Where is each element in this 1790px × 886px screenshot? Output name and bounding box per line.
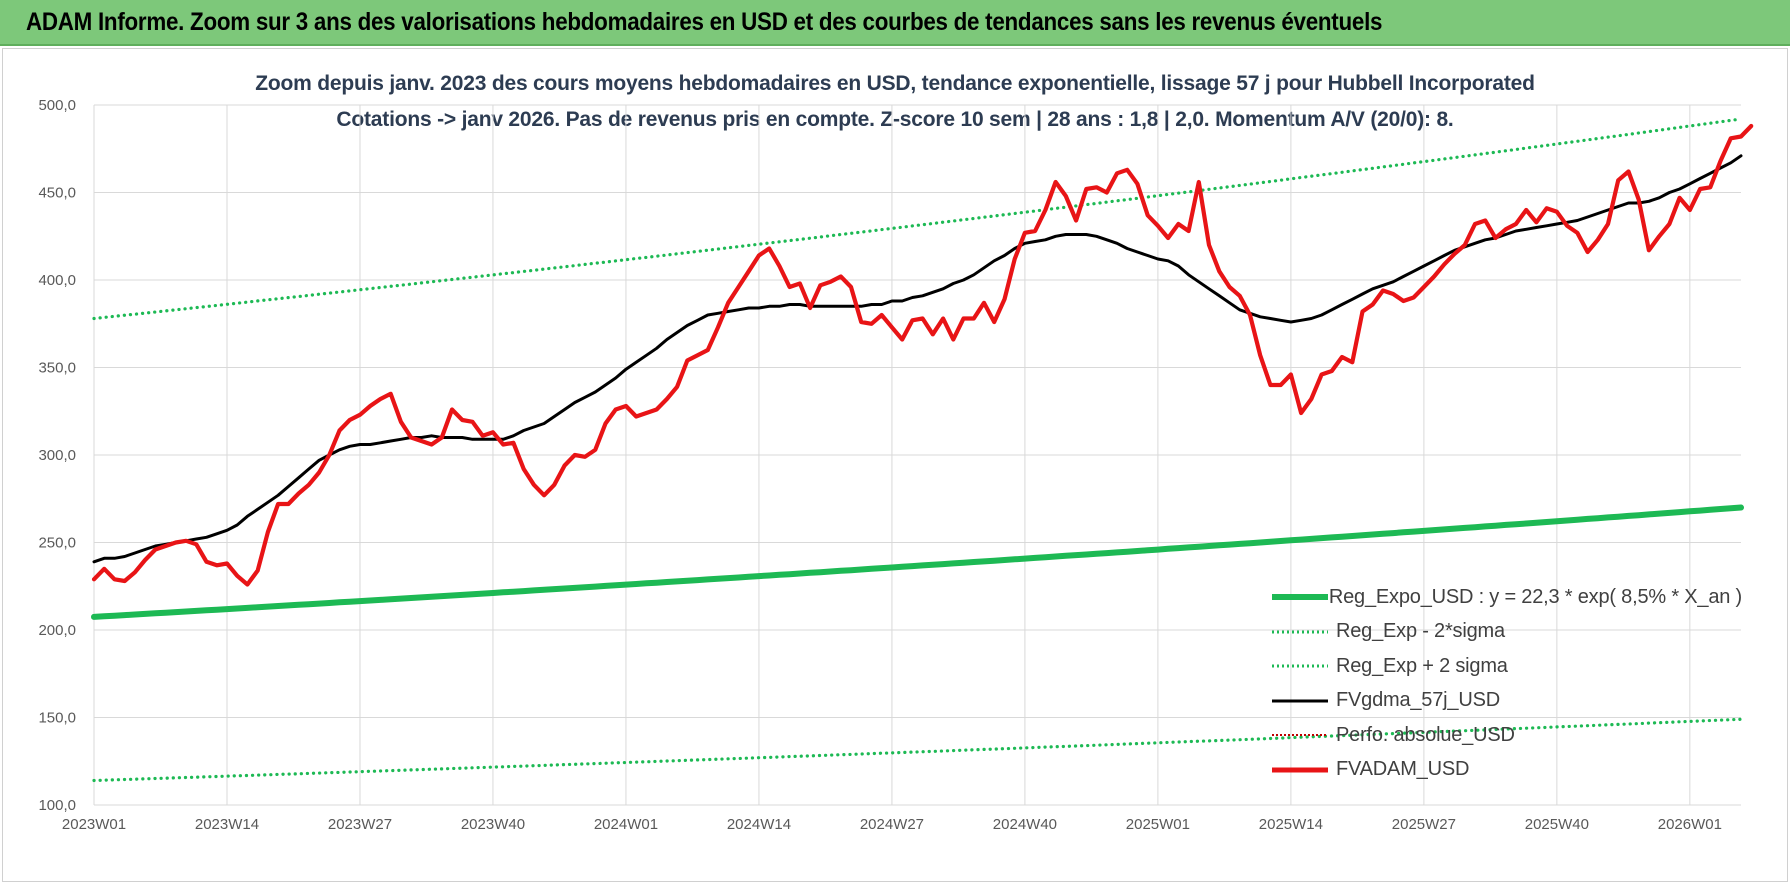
series-line-1 bbox=[92, 717, 1743, 783]
series-line-3 bbox=[92, 154, 1743, 564]
x-tick-label: 2023W14 bbox=[195, 816, 259, 833]
y-tick-label: 450,0 bbox=[38, 185, 76, 202]
chart-frame bbox=[2, 48, 1788, 882]
report-title: ADAM Informe. Zoom sur 3 ans des valoris… bbox=[26, 8, 1383, 36]
x-tick-label: 2024W14 bbox=[727, 816, 791, 833]
legend-label-perfo-absolue: Perfo. absolue_USD bbox=[1336, 723, 1515, 746]
y-tick-label: 500,0 bbox=[38, 97, 76, 114]
series-line-0 bbox=[91, 504, 1744, 620]
chart-gridlines bbox=[93, 104, 1741, 806]
legend-item-reg-expo: Reg_Expo_USD : y = 22,3 * exp( 8,5% * X_… bbox=[1272, 580, 1742, 615]
y-tick-label: 400,0 bbox=[38, 272, 76, 289]
series-line-2 bbox=[92, 117, 1743, 321]
x-tick-label: 2024W27 bbox=[860, 816, 924, 833]
y-tick-label: 350,0 bbox=[38, 360, 76, 377]
x-tick-label: 2025W40 bbox=[1525, 816, 1589, 833]
x-tick-label: 2025W14 bbox=[1259, 816, 1323, 833]
y-axis: 100,0 150,0 200,0 250,0 300,0 350,0 400,0 450,0… bbox=[38, 97, 76, 814]
report-header: ADAM Informe. Zoom sur 3 ans des valoris… bbox=[0, 0, 1790, 46]
legend-item-fvadam: FVADAM_USD bbox=[1272, 753, 1742, 788]
chart-title-line2: Cotations -> janv 2026. Pas de revenus p… bbox=[336, 108, 1454, 131]
x-tick-label: 2026W01 bbox=[1658, 816, 1722, 833]
legend-swatch-reg-exp-plus bbox=[1272, 659, 1328, 673]
x-tick-label: 2025W27 bbox=[1392, 816, 1456, 833]
legend-label-fvadam: FVADAM_USD bbox=[1336, 758, 1470, 781]
legend-item-reg-exp-minus: Reg_Exp - 2*sigma bbox=[1272, 615, 1742, 650]
legend-swatch-reg-exp-minus bbox=[1272, 625, 1328, 639]
legend-label-fvgdma: FVgdma_57j_USD bbox=[1336, 689, 1500, 712]
x-axis: 2023W01 2023W14 2023W27 2023W40 2024W01 2024W… bbox=[62, 816, 1722, 833]
x-tick-label: 2025W01 bbox=[1126, 816, 1190, 833]
chart-title-line1: Zoom depuis janv. 2023 des cours moyens … bbox=[255, 72, 1535, 95]
y-tick-label: 100,0 bbox=[38, 797, 76, 814]
x-tick-label: 2024W01 bbox=[594, 816, 658, 833]
legend-item-reg-exp-plus: Reg_Exp + 2 sigma bbox=[1272, 649, 1742, 684]
legend-item-fvgdma: FVgdma_57j_USD bbox=[1272, 684, 1742, 719]
x-tick-label: 2023W40 bbox=[461, 816, 525, 833]
chart-legend: Reg_Expo_USD : y = 22,3 * exp( 8,5% * X_… bbox=[1272, 580, 1742, 787]
legend-swatch-perfo-absolue bbox=[1272, 728, 1328, 742]
legend-label-reg-exp-minus: Reg_Exp - 2*sigma bbox=[1336, 620, 1505, 643]
legend-label-reg-expo: Reg_Expo_USD : y = 22,3 * exp( 8,5% * X_… bbox=[1328, 585, 1742, 608]
legend-label-reg-exp-plus: Reg_Exp + 2 sigma bbox=[1336, 654, 1508, 677]
y-tick-label: 250,0 bbox=[38, 535, 76, 552]
x-tick-label: 2023W01 bbox=[62, 816, 126, 833]
legend-item-perfo-absolue: Perfo. absolue_USD bbox=[1272, 718, 1742, 753]
x-tick-label: 2024W40 bbox=[993, 816, 1057, 833]
y-tick-label: 150,0 bbox=[38, 710, 76, 727]
y-tick-label: 300,0 bbox=[38, 447, 76, 464]
legend-swatch-fvgdma bbox=[1272, 694, 1328, 708]
y-tick-label: 200,0 bbox=[38, 622, 76, 639]
series-line-5 bbox=[91, 123, 1754, 587]
x-tick-label: 2023W27 bbox=[328, 816, 392, 833]
chart-series bbox=[91, 117, 1754, 783]
legend-swatch-fvadam bbox=[1272, 763, 1328, 777]
legend-swatch-reg-expo bbox=[1272, 590, 1328, 604]
